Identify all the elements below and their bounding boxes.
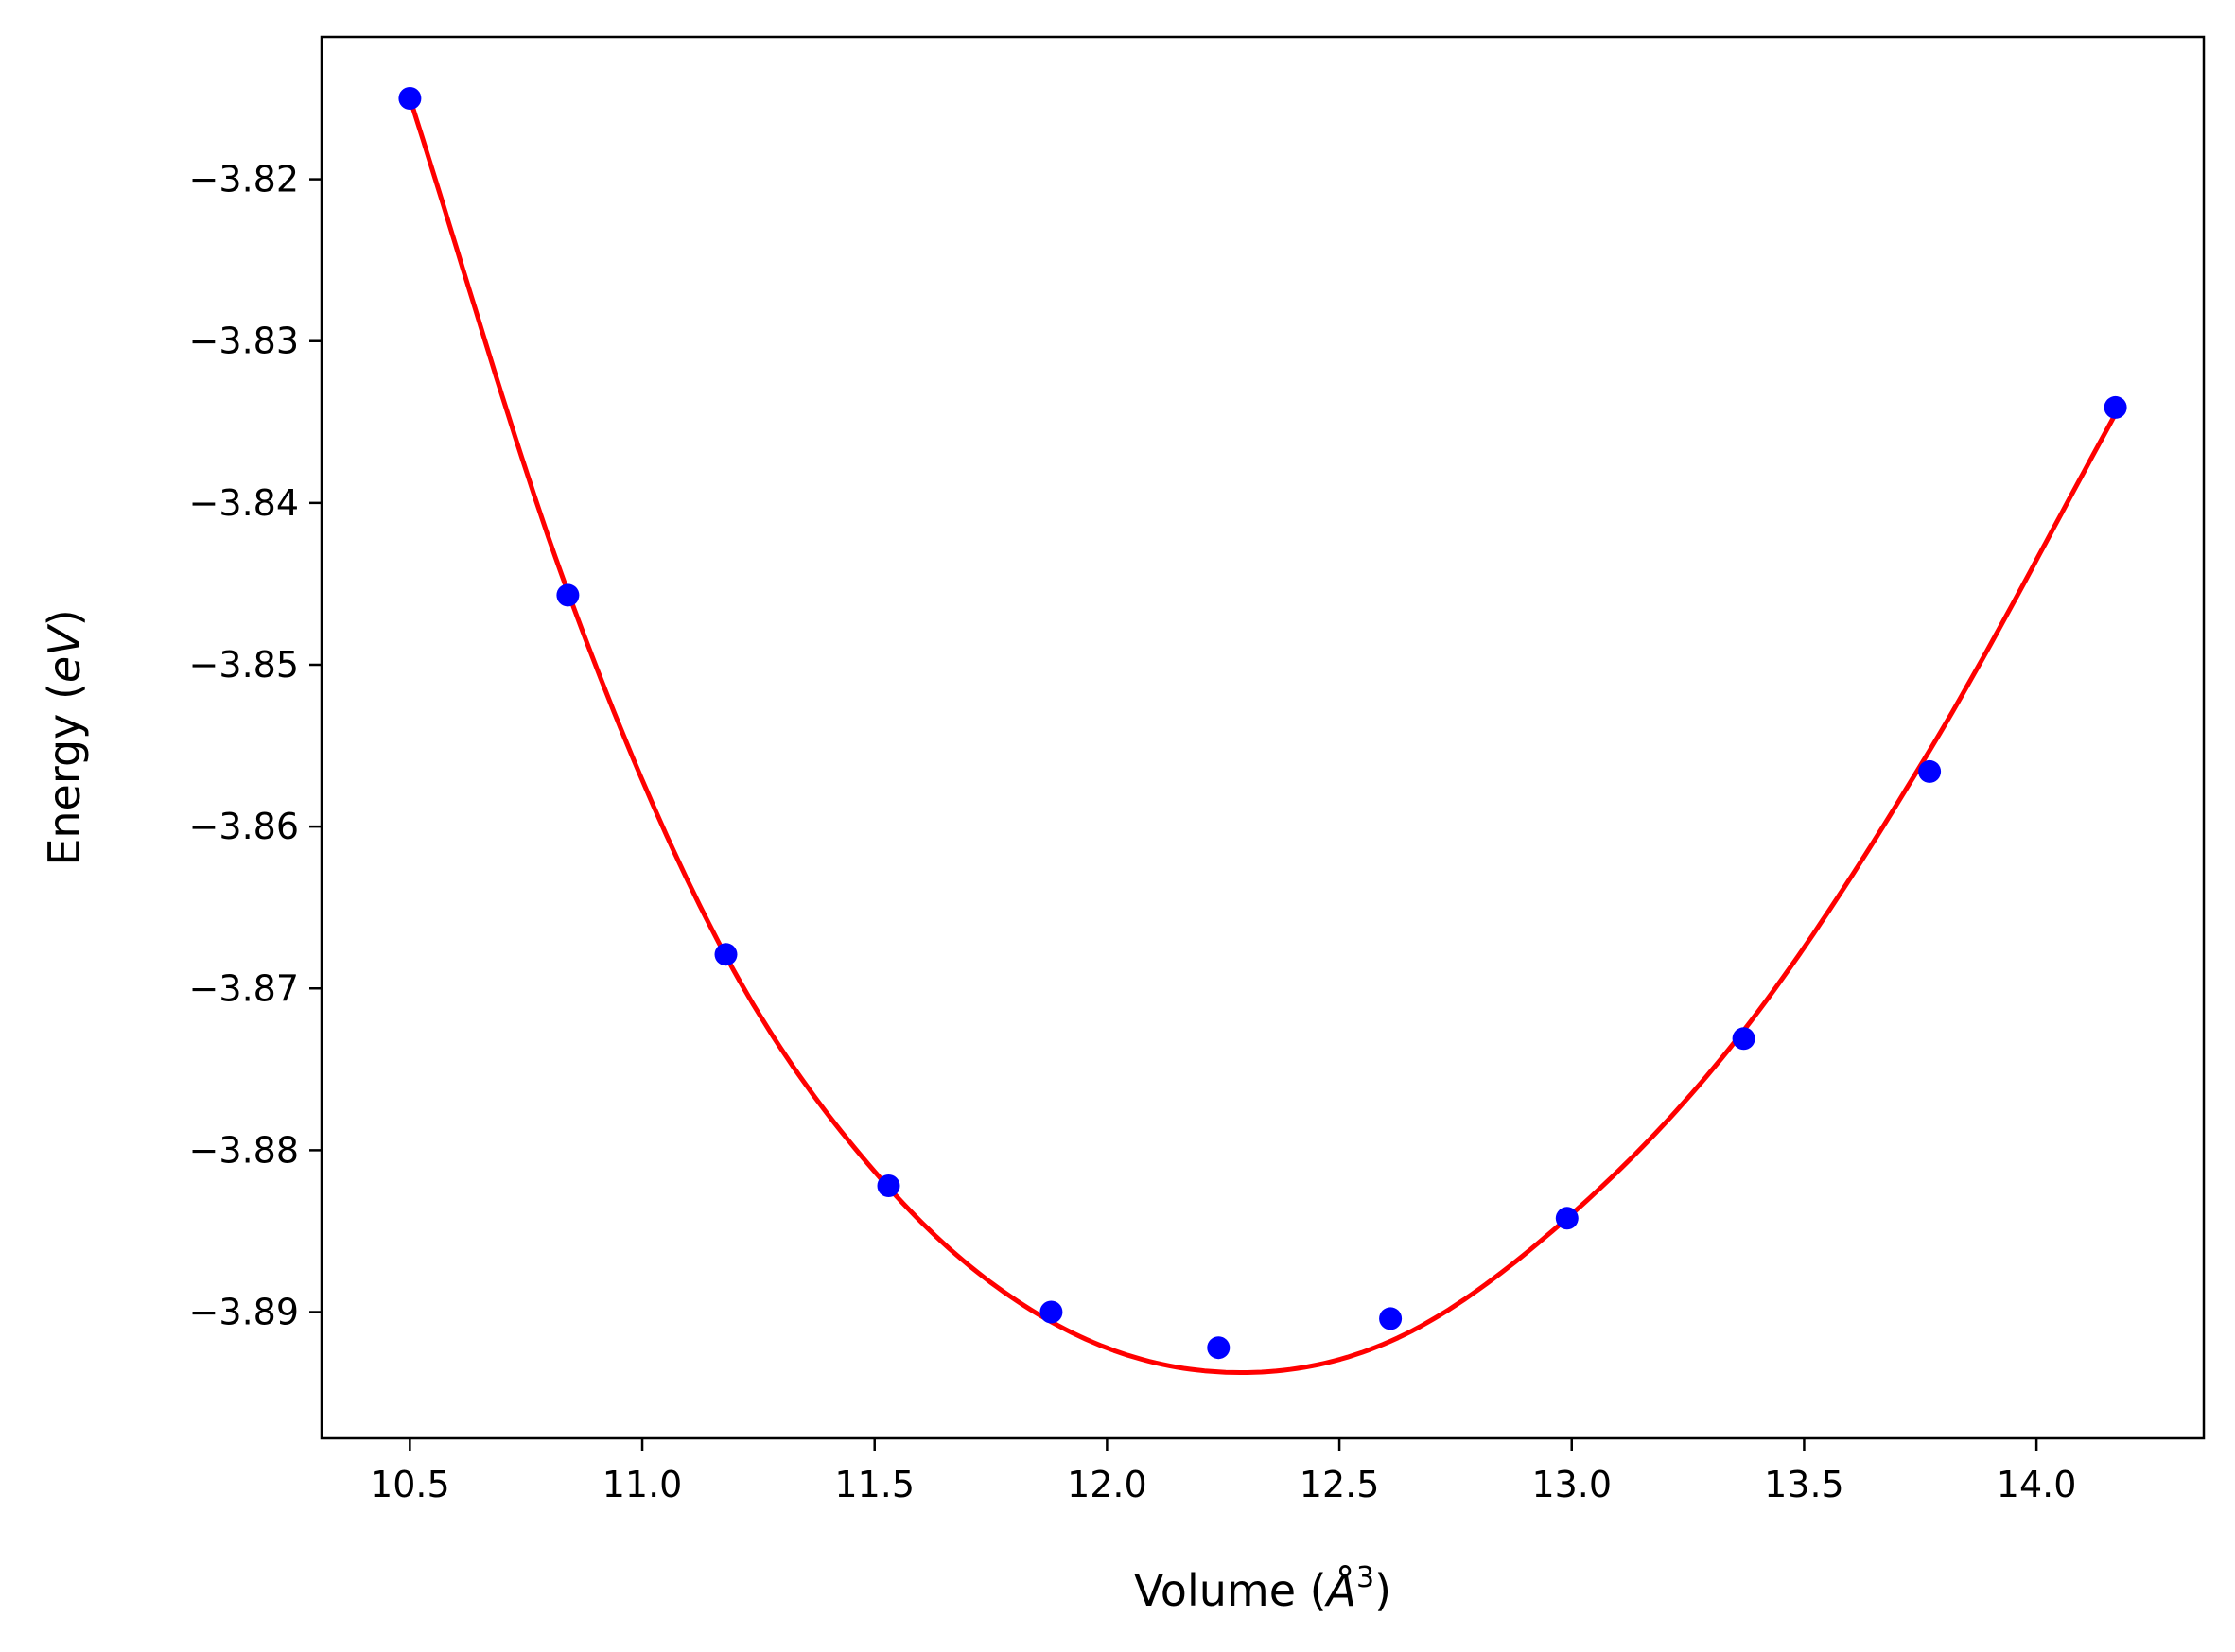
data-point: [1555, 1207, 1579, 1230]
x-tick-label: 12.5: [1300, 1464, 1380, 1505]
y-axis: −3.82 −3.83 −3.84 −3.85 −3.86 −3.87 −3.88 −3.89: [189, 159, 322, 1333]
plot-background: [322, 37, 2204, 1438]
y-axis-label-suffix: ): [39, 609, 90, 626]
y-tick-label: −3.86: [189, 806, 299, 847]
y-tick-label: −3.87: [189, 967, 299, 1009]
x-tick-label: 12.0: [1067, 1464, 1147, 1505]
x-axis-label: Volume (Å3): [1134, 1561, 1391, 1616]
data-point: [1379, 1307, 1403, 1330]
data-point: [398, 87, 422, 110]
data-points-layer: [398, 87, 2127, 1360]
x-tick-label: 14.0: [1997, 1464, 2077, 1505]
y-tick-label: −3.89: [189, 1292, 299, 1333]
data-point: [556, 583, 580, 607]
y-tick-label: −3.84: [189, 482, 299, 524]
data-point: [2104, 395, 2127, 419]
x-tick-label: 11.5: [834, 1464, 915, 1505]
y-axis-label-symbol: eV: [39, 623, 90, 683]
x-axis-label-suffix: ): [1374, 1565, 1391, 1616]
x-tick-label: 13.0: [1531, 1464, 1612, 1505]
y-axis-label-prefix: Energy (: [39, 683, 90, 866]
x-tick-label: 13.5: [1764, 1464, 1844, 1505]
data-point: [714, 943, 738, 966]
data-point: [1732, 1027, 1755, 1051]
plot-frame: [320, 35, 2206, 1440]
x-axis-label-symbol: Å: [1324, 1565, 1356, 1616]
x-tick-label: 11.0: [602, 1464, 683, 1505]
fit-curve: [408, 97, 2118, 1375]
y-tick-label: −3.83: [189, 321, 299, 362]
fit-curve-layer: [408, 97, 2118, 1375]
y-axis-label: Energy (eV): [39, 609, 90, 865]
data-point: [1039, 1300, 1063, 1324]
x-axis-label-superscript: 3: [1356, 1561, 1374, 1594]
y-tick-label: −3.82: [189, 159, 299, 200]
data-point: [1207, 1336, 1231, 1360]
y-tick-label: −3.88: [189, 1129, 299, 1171]
x-axis-label-prefix: Volume (: [1134, 1565, 1327, 1616]
data-point: [1918, 759, 1942, 783]
x-axis: 10.5 11.0 11.5 12.0 12.5 13.0 13.5 14.0: [370, 1438, 2076, 1505]
y-tick-label: −3.85: [189, 644, 299, 686]
x-tick-label: 10.5: [370, 1464, 450, 1505]
data-point: [877, 1174, 900, 1197]
